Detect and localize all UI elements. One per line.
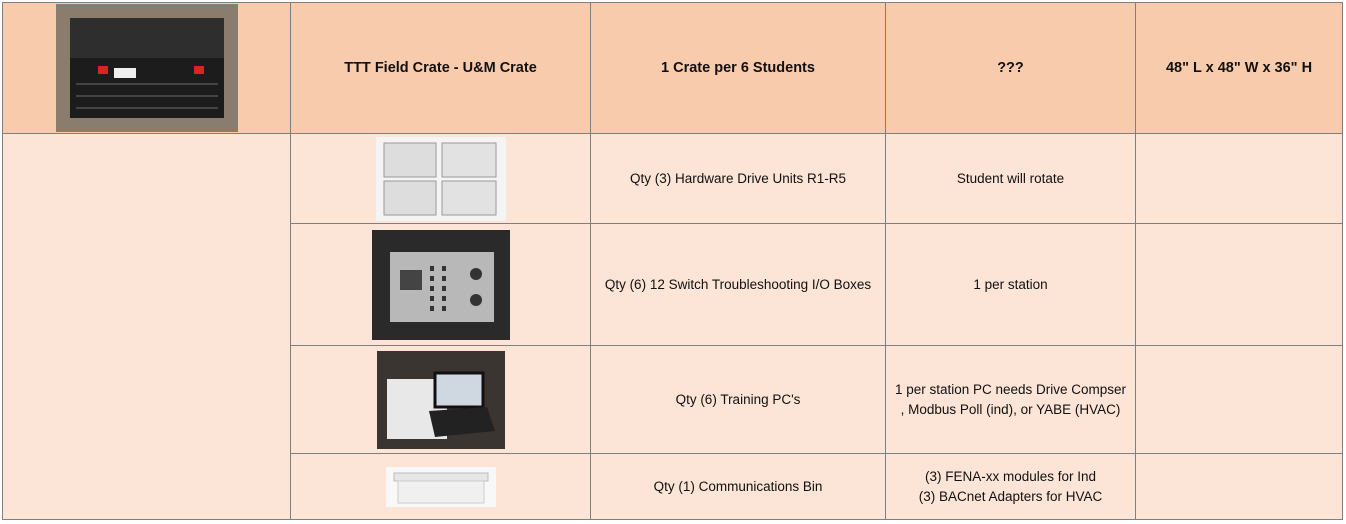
photo-cell	[290, 223, 591, 346]
row: Qty (1) Communications Bin (3) FENA-xx m…	[3, 453, 1343, 520]
crate-photo-cell	[2, 2, 291, 134]
note-line: (3) BACnet Adapters for HVAC	[918, 488, 1103, 504]
header-cell: ???	[885, 2, 1136, 134]
bin-photo	[385, 466, 496, 507]
item-cell: Qty (1) Communications Bin	[590, 453, 886, 520]
empty-cell	[1135, 133, 1343, 224]
header-row: TTT Field Crate - U&M Crate 1 Crate per …	[2, 2, 1343, 134]
header-cell: 48" L x 48" W x 36" H	[1135, 2, 1343, 134]
row: Qty (3) Hardware Drive Units R1-R5 Stude…	[2, 133, 1343, 520]
note-cell: Student will rotate	[885, 133, 1136, 224]
photo-cell	[290, 345, 591, 454]
empty-cell	[1135, 345, 1343, 454]
crate-photo	[55, 4, 238, 132]
note-cell: 1 per station PC needs Drive Compser , M…	[885, 345, 1136, 454]
photo-cell	[290, 133, 591, 224]
item-cell: Qty (6) 12 Switch Troubleshooting I/O Bo…	[590, 223, 886, 346]
note-line: (3) FENA-xx modules for Ind	[924, 468, 1097, 484]
note-cell: 1 per station	[885, 223, 1136, 346]
empty-cell	[1135, 453, 1343, 520]
item-cell: Qty (3) Hardware Drive Units R1-R5	[590, 133, 886, 224]
row: Qty (6) 12 Switch Troubleshooting I/O Bo…	[3, 223, 1343, 346]
io-box-photo	[371, 229, 510, 340]
drive-units-photo	[375, 136, 506, 221]
empty-cell	[1135, 223, 1343, 346]
photo-cell	[290, 453, 591, 520]
laptop-photo	[376, 350, 505, 449]
empty-cell	[2, 133, 291, 520]
item-cell: Qty (6) Training PC's	[590, 345, 886, 454]
note-cell: (3) FENA-xx modules for Ind (3) BACnet A…	[885, 453, 1136, 520]
header-cell: TTT Field Crate - U&M Crate	[290, 2, 591, 134]
row: Qty (6) Training PC's 1 per station PC n…	[3, 345, 1343, 454]
header-cell: 1 Crate per 6 Students	[590, 2, 886, 134]
